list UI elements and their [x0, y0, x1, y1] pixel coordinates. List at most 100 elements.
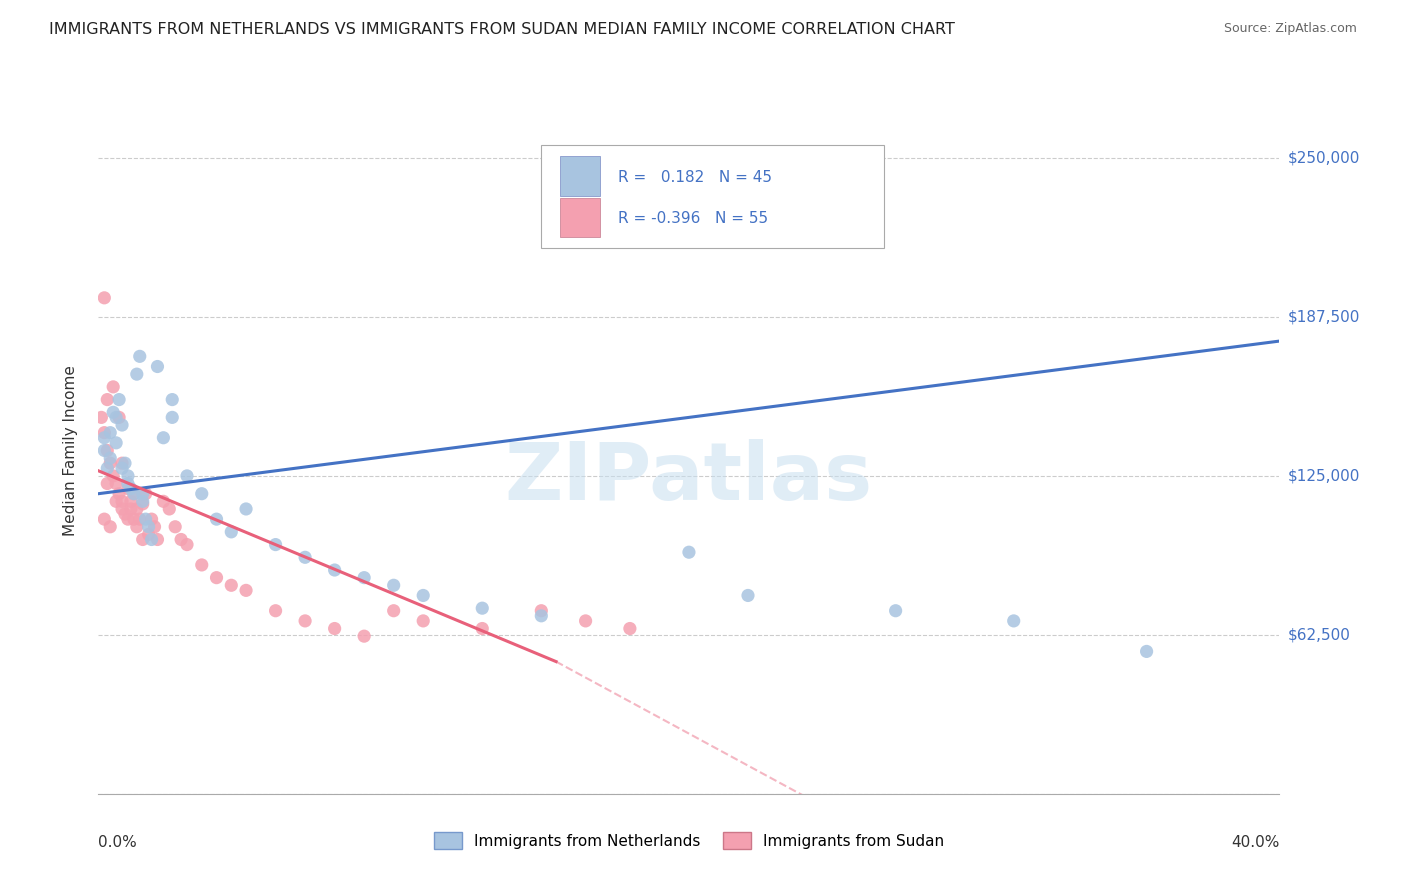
- Point: [111, 494, 134, 508]
- Point: [141, 533, 163, 547]
- Text: $62,500: $62,500: [1288, 627, 1351, 642]
- Point: [125, 502, 148, 516]
- Point: [105, 476, 128, 491]
- Point: [117, 469, 139, 483]
- Point: [1136, 644, 1159, 658]
- Point: [530, 604, 553, 618]
- Point: [111, 502, 134, 516]
- Point: [132, 497, 155, 511]
- Point: [471, 622, 494, 636]
- FancyBboxPatch shape: [541, 145, 884, 248]
- Text: $250,000: $250,000: [1288, 151, 1360, 165]
- Point: [111, 461, 134, 475]
- Point: [117, 512, 139, 526]
- Point: [353, 629, 375, 643]
- Point: [152, 494, 174, 508]
- Point: [128, 512, 150, 526]
- Point: [205, 512, 228, 526]
- Point: [120, 502, 142, 516]
- Point: [221, 524, 243, 539]
- Point: [138, 527, 160, 541]
- Point: [294, 614, 316, 628]
- Point: [98, 520, 121, 534]
- Text: Source: ZipAtlas.com: Source: ZipAtlas.com: [1223, 22, 1357, 36]
- Point: [103, 380, 125, 394]
- Point: [141, 512, 163, 526]
- Point: [96, 476, 118, 491]
- Point: [382, 604, 405, 618]
- Point: [884, 604, 907, 618]
- Point: [103, 405, 125, 419]
- Point: [170, 533, 193, 547]
- Point: [138, 520, 160, 534]
- Point: [1002, 614, 1025, 628]
- Point: [157, 502, 180, 516]
- Point: [105, 494, 128, 508]
- Point: [162, 392, 183, 407]
- Point: [98, 451, 121, 466]
- Point: [530, 608, 553, 623]
- Point: [122, 512, 145, 526]
- Point: [412, 589, 434, 603]
- Point: [323, 563, 346, 577]
- Point: [678, 545, 700, 559]
- Point: [114, 456, 136, 470]
- Point: [93, 431, 115, 445]
- Point: [125, 367, 148, 381]
- Point: [96, 443, 118, 458]
- Point: [235, 502, 257, 516]
- Point: [98, 456, 121, 470]
- Point: [93, 443, 115, 458]
- Point: [221, 578, 243, 592]
- Point: [128, 349, 150, 363]
- Point: [165, 520, 187, 534]
- Point: [93, 512, 115, 526]
- Point: [146, 533, 169, 547]
- Point: [122, 486, 145, 500]
- Point: [135, 512, 157, 526]
- Point: [103, 469, 125, 483]
- Text: IMMIGRANTS FROM NETHERLANDS VS IMMIGRANTS FROM SUDAN MEDIAN FAMILY INCOME CORREL: IMMIGRANTS FROM NETHERLANDS VS IMMIGRANT…: [49, 22, 955, 37]
- Point: [412, 614, 434, 628]
- Text: ZIPatlas: ZIPatlas: [505, 439, 873, 517]
- Point: [96, 461, 118, 475]
- Point: [125, 520, 148, 534]
- Point: [93, 291, 115, 305]
- Point: [143, 520, 166, 534]
- Text: 40.0%: 40.0%: [1232, 835, 1279, 850]
- Point: [114, 507, 136, 521]
- Point: [132, 494, 155, 508]
- Text: $187,500: $187,500: [1288, 310, 1360, 325]
- Point: [146, 359, 169, 374]
- Point: [619, 622, 641, 636]
- Point: [176, 469, 198, 483]
- Point: [264, 604, 287, 618]
- Point: [108, 392, 131, 407]
- Point: [575, 614, 598, 628]
- Point: [122, 486, 145, 500]
- Text: $125,000: $125,000: [1288, 468, 1360, 483]
- Point: [90, 410, 112, 425]
- Point: [98, 425, 121, 440]
- Point: [117, 482, 139, 496]
- Point: [264, 538, 287, 552]
- Text: R = -0.396   N = 55: R = -0.396 N = 55: [619, 211, 768, 227]
- Point: [105, 410, 128, 425]
- Legend: Immigrants from Netherlands, Immigrants from Sudan: Immigrants from Netherlands, Immigrants …: [427, 826, 950, 855]
- Point: [135, 486, 157, 500]
- Text: 0.0%: 0.0%: [98, 835, 138, 850]
- Point: [96, 392, 118, 407]
- Point: [108, 410, 131, 425]
- Point: [471, 601, 494, 615]
- FancyBboxPatch shape: [560, 156, 600, 195]
- Point: [191, 558, 214, 572]
- Point: [93, 425, 115, 440]
- Point: [132, 533, 155, 547]
- Point: [111, 417, 134, 432]
- Point: [162, 410, 183, 425]
- Point: [152, 431, 174, 445]
- Point: [108, 486, 131, 500]
- FancyBboxPatch shape: [560, 198, 600, 237]
- Y-axis label: Median Family Income: Median Family Income: [63, 365, 77, 536]
- Point: [191, 486, 214, 500]
